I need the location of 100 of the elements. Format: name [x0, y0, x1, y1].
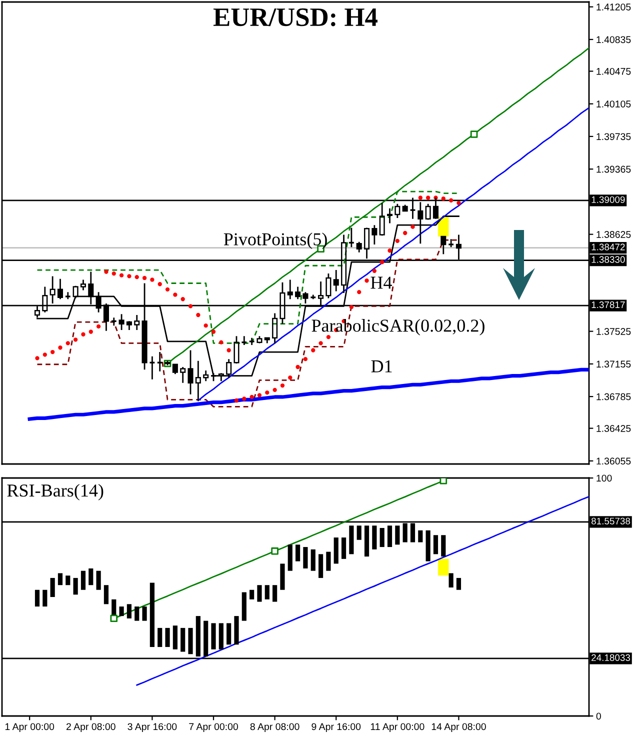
point — [142, 276, 147, 280]
point — [180, 297, 185, 302]
y-tick-label: 1.39365 — [596, 166, 631, 173]
x-tick-label: 9 Apr 16:00 — [312, 723, 361, 732]
point — [271, 547, 278, 555]
candlestick — [180, 366, 186, 384]
point — [204, 323, 208, 328]
x-tick-label: 3 Apr 16:00 — [128, 723, 177, 732]
y-tick-label: 1.36425 — [596, 425, 631, 432]
point — [242, 396, 246, 401]
candlestick — [148, 356, 156, 380]
bar — [272, 585, 278, 602]
line-series — [136, 496, 589, 686]
point — [303, 356, 308, 362]
point — [440, 478, 448, 484]
bar — [356, 526, 362, 540]
point — [349, 304, 354, 310]
bar — [372, 526, 377, 550]
bar — [80, 570, 86, 590]
bar — [119, 606, 124, 616]
bar — [438, 558, 449, 576]
bar — [433, 535, 438, 554]
bar — [58, 573, 63, 586]
bar — [150, 582, 154, 647]
y-tick-label: 1.37155 — [596, 360, 631, 368]
ref-line-label: 1.37817 — [592, 301, 625, 308]
point — [127, 274, 132, 278]
bar — [134, 606, 140, 621]
candlestick — [118, 313, 124, 331]
candlestick — [333, 269, 339, 292]
y-tick-label: 1.36055 — [596, 458, 631, 465]
point — [448, 198, 454, 202]
point — [426, 196, 430, 200]
bar — [250, 590, 254, 600]
bar — [264, 585, 270, 600]
bar — [418, 530, 423, 542]
bar — [96, 570, 101, 590]
bar — [310, 549, 316, 571]
point — [158, 282, 162, 286]
point — [403, 230, 408, 236]
y-tick-label: 1.40105 — [596, 100, 631, 108]
bar — [66, 576, 70, 586]
point — [288, 376, 292, 380]
bar — [387, 526, 392, 548]
point — [58, 346, 62, 350]
ref-line-label: 1.39009 — [592, 196, 625, 203]
point — [112, 271, 116, 276]
bar — [318, 554, 324, 578]
bar — [88, 568, 94, 586]
point — [372, 268, 377, 273]
y-tick-label: 1.40475 — [596, 68, 631, 75]
candlestick — [156, 351, 164, 372]
bar — [42, 590, 48, 607]
y-tick-label: 0 — [596, 712, 601, 720]
candlestick — [203, 370, 209, 382]
bar — [456, 578, 462, 590]
point — [265, 390, 270, 395]
bar — [296, 544, 300, 562]
bar — [303, 547, 308, 568]
point — [226, 348, 231, 352]
candlestick — [287, 279, 293, 300]
point — [311, 348, 316, 352]
bar — [211, 623, 216, 650]
bar — [364, 526, 370, 557]
ref-line-label: 81.55738 — [591, 518, 630, 524]
ref-line-label: 24.18033 — [592, 654, 630, 661]
chart-title: EUR/USD: H4 — [213, 8, 378, 26]
bar — [234, 616, 239, 645]
point — [296, 364, 300, 370]
bar — [326, 552, 331, 571]
bar — [226, 623, 232, 645]
bar — [426, 530, 430, 562]
y-tick-label: 1.39735 — [596, 133, 631, 140]
candlestick — [195, 360, 201, 402]
candlestick — [272, 312, 278, 344]
y-tick-label: 1.37525 — [596, 328, 631, 335]
point — [234, 398, 239, 403]
point — [357, 290, 362, 294]
bar — [126, 604, 132, 618]
candlestick — [188, 350, 194, 396]
bar — [441, 535, 446, 557]
annotation: PivotPoints(5) — [224, 232, 327, 250]
annotation: H4 — [370, 276, 392, 289]
bar — [242, 592, 246, 621]
point — [257, 393, 262, 398]
y-tick-label: 1.38625 — [596, 231, 631, 238]
bar — [448, 573, 454, 588]
x-tick-label: 8 Apr 08:00 — [250, 723, 300, 732]
x-tick-label: 2 Apr 08:00 — [66, 723, 116, 732]
point — [66, 341, 70, 346]
point — [73, 338, 78, 342]
bar — [349, 526, 354, 554]
point — [364, 278, 369, 283]
point — [410, 224, 415, 229]
bar — [341, 538, 346, 559]
point — [388, 248, 392, 253]
candlestick — [240, 335, 248, 346]
bar — [180, 628, 186, 652]
point — [280, 383, 285, 388]
point — [50, 350, 55, 354]
